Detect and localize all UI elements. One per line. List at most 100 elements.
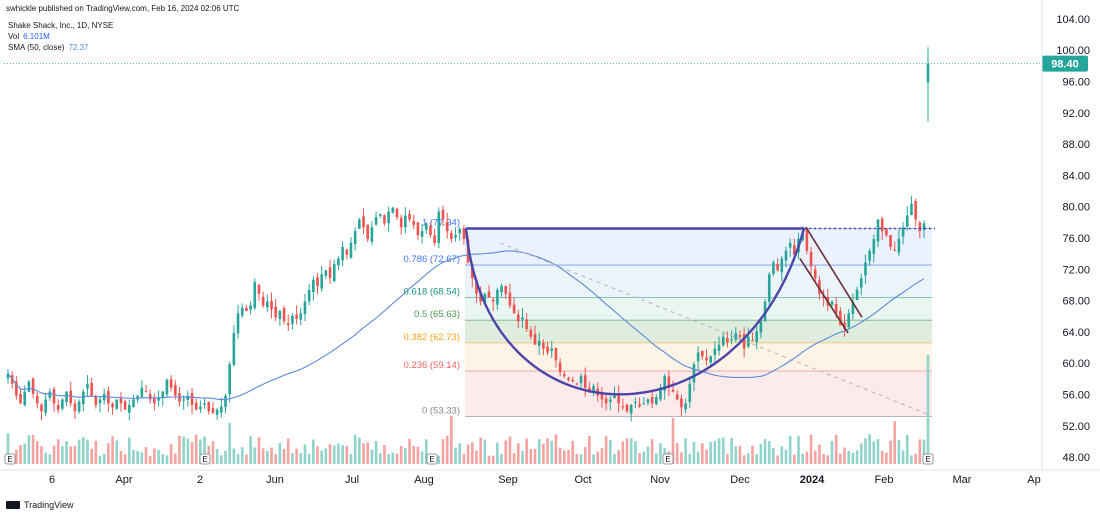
candle-body — [115, 399, 119, 409]
volume-bar — [115, 440, 119, 464]
candle-body — [445, 222, 449, 232]
candle-body — [387, 211, 390, 224]
candle-body — [94, 396, 98, 405]
candle-body — [316, 277, 319, 286]
candle-body — [864, 262, 867, 276]
candle-body — [328, 267, 332, 279]
candle-body — [27, 381, 31, 392]
volume-bar — [270, 447, 273, 464]
volume-bar — [763, 439, 767, 464]
candle-body — [701, 350, 704, 357]
candle-body — [759, 321, 763, 333]
candle-body — [236, 313, 240, 334]
candle-body — [776, 264, 779, 271]
volume-bar — [885, 452, 888, 464]
candle-body — [127, 404, 131, 413]
y-tick-label: 92.00 — [1062, 108, 1090, 120]
earnings-marker[interactable] — [4, 453, 16, 465]
candle-body — [625, 404, 629, 412]
earnings-marker-label: E — [202, 455, 207, 464]
x-tick-label: 2024 — [800, 474, 825, 486]
volume-bar — [487, 455, 491, 464]
candle-body — [788, 242, 792, 248]
candle-body — [830, 301, 834, 305]
earnings-marker[interactable] — [426, 453, 438, 465]
volume-bar — [395, 453, 399, 464]
earnings-marker[interactable] — [922, 453, 934, 465]
candle-body — [726, 338, 729, 343]
volume-bar — [174, 453, 177, 464]
x-tick-label: Jun — [266, 474, 284, 486]
volume-bar — [600, 448, 604, 464]
candle-body — [859, 278, 863, 288]
volume-bar — [859, 443, 863, 464]
candle-body — [19, 393, 22, 404]
earnings-marker-label: E — [429, 455, 434, 464]
candle-body — [153, 397, 156, 404]
earnings-marker[interactable] — [199, 453, 211, 465]
candle-body — [813, 269, 817, 279]
y-tick-label: 96.00 — [1062, 76, 1090, 88]
volume-bar — [307, 454, 311, 464]
volume-bar — [56, 439, 60, 464]
candle-body — [855, 289, 859, 301]
volume-bar — [910, 455, 913, 464]
volume-bar — [537, 439, 541, 464]
cup-arc — [464, 228, 806, 396]
volume-bar — [27, 435, 31, 464]
volume-bar — [236, 454, 240, 464]
candle-body — [914, 201, 917, 220]
y-tick-label: 84.00 — [1062, 170, 1090, 182]
candle-body — [550, 348, 554, 351]
candle-body — [684, 403, 687, 410]
volume-bar — [922, 439, 926, 464]
candle-body — [772, 262, 775, 274]
volume-bar — [224, 450, 227, 464]
volume-bar — [680, 452, 683, 464]
candle-body — [437, 211, 441, 243]
volume-bar — [341, 445, 344, 464]
candle-body — [516, 314, 520, 322]
candle-body — [362, 216, 365, 228]
candle-body — [613, 395, 616, 399]
candle-body — [182, 399, 185, 401]
candle-body — [922, 223, 926, 230]
candle-body — [90, 382, 93, 396]
volume-bar — [805, 451, 809, 464]
volume-bar — [332, 445, 336, 464]
volume-bar — [328, 444, 332, 464]
volume-bar — [416, 446, 420, 464]
candle-body — [433, 235, 436, 243]
volume-bar — [245, 454, 248, 464]
volume-bar — [914, 453, 917, 464]
candle-body — [504, 285, 508, 294]
candle-body — [383, 215, 386, 224]
volume-bar — [684, 438, 687, 464]
volume-bar — [747, 453, 750, 464]
volume-bar — [169, 444, 173, 464]
volume-bar — [153, 448, 156, 464]
candle-body — [592, 386, 595, 392]
volume-bar — [257, 437, 261, 464]
candle-body — [588, 387, 591, 392]
y-tick-label: 88.00 — [1062, 139, 1090, 151]
last-price-tag[interactable] — [1042, 55, 1088, 72]
volume-bar — [483, 439, 487, 464]
volume-bar — [90, 448, 93, 464]
volume-bar — [897, 440, 901, 464]
candle-body — [659, 387, 662, 400]
volume-bar — [772, 447, 775, 464]
volume-bar — [554, 434, 558, 464]
volume-bar — [671, 417, 675, 464]
candle-body — [320, 274, 323, 289]
sma-legend: SMA (50, close) 72.37 — [8, 43, 89, 52]
candle-body — [194, 402, 198, 410]
volume-bar — [709, 441, 712, 464]
volume-bar — [65, 441, 68, 464]
candle-body — [600, 393, 604, 400]
x-tick-label: Oct — [574, 474, 591, 486]
volume-bar — [634, 441, 637, 464]
earnings-marker[interactable] — [662, 453, 674, 465]
candle-body — [144, 390, 148, 392]
